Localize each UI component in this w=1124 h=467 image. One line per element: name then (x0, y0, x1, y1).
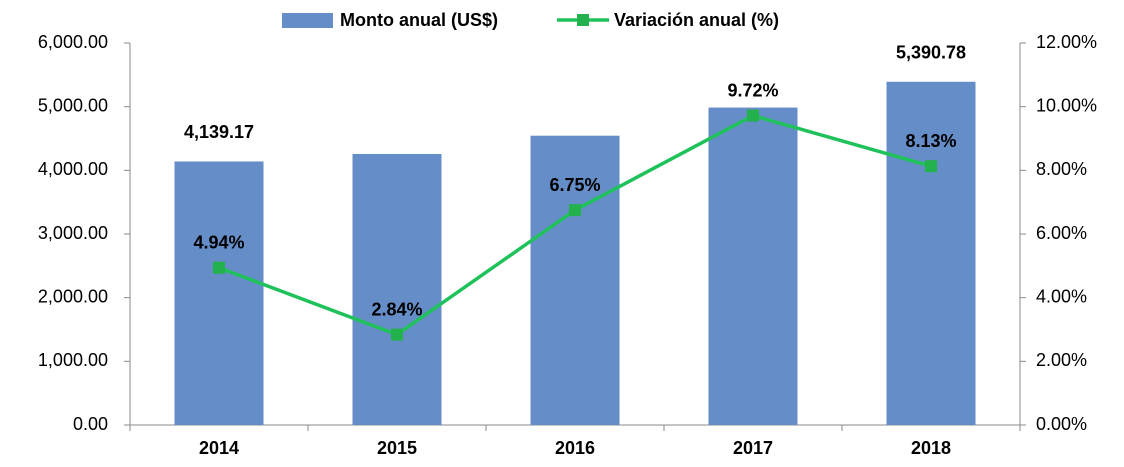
line-value-label: 4.94% (193, 232, 244, 252)
bar (352, 153, 442, 425)
legend-label: Monto anual (US$) (340, 10, 498, 30)
line-value-label: 2.84% (371, 299, 422, 319)
line-value-label: 8.13% (905, 131, 956, 151)
y-tick-label: 5,000.00 (38, 95, 108, 115)
legend-label: Variación anual (%) (614, 10, 779, 30)
y-tick-label: 2,000.00 (38, 286, 108, 306)
x-tick-label: 2018 (911, 438, 951, 458)
line-marker (213, 261, 225, 274)
line-marker (747, 109, 759, 122)
line-value-label: 6.75% (549, 175, 600, 195)
bar (530, 135, 620, 425)
y-tick-label: 3,000.00 (38, 223, 108, 243)
y2-tick-label: 10.00% (1036, 95, 1097, 115)
y2-tick-label: 4.00% (1036, 286, 1087, 306)
x-tick-label: 2015 (377, 438, 417, 458)
legend-marker (577, 14, 589, 26)
x-tick-label: 2017 (733, 438, 773, 458)
y-tick-label: 4,000.00 (38, 159, 108, 179)
x-tick-label: 2016 (555, 438, 595, 458)
x-tick-label: 2014 (199, 438, 239, 458)
bar (174, 161, 264, 425)
line-marker (925, 160, 937, 173)
bar-value-label: 4,139.17 (184, 122, 254, 142)
y2-tick-label: 12.00% (1036, 32, 1097, 52)
bar (886, 81, 976, 425)
y-tick-label: 6,000.00 (38, 32, 108, 52)
bar-value-label: 5,390.78 (896, 43, 966, 63)
line-marker (569, 204, 581, 217)
legend-swatch (282, 13, 333, 28)
line-marker (391, 328, 403, 341)
y2-tick-label: 2.00% (1036, 350, 1087, 370)
line-value-label: 9.72% (727, 80, 778, 100)
y-tick-label: 0.00 (73, 414, 108, 434)
y-tick-label: 1,000.00 (38, 350, 108, 370)
y2-tick-label: 8.00% (1036, 159, 1087, 179)
bar (708, 107, 798, 426)
y2-tick-label: 0.00% (1036, 414, 1087, 434)
y2-tick-label: 6.00% (1036, 223, 1087, 243)
